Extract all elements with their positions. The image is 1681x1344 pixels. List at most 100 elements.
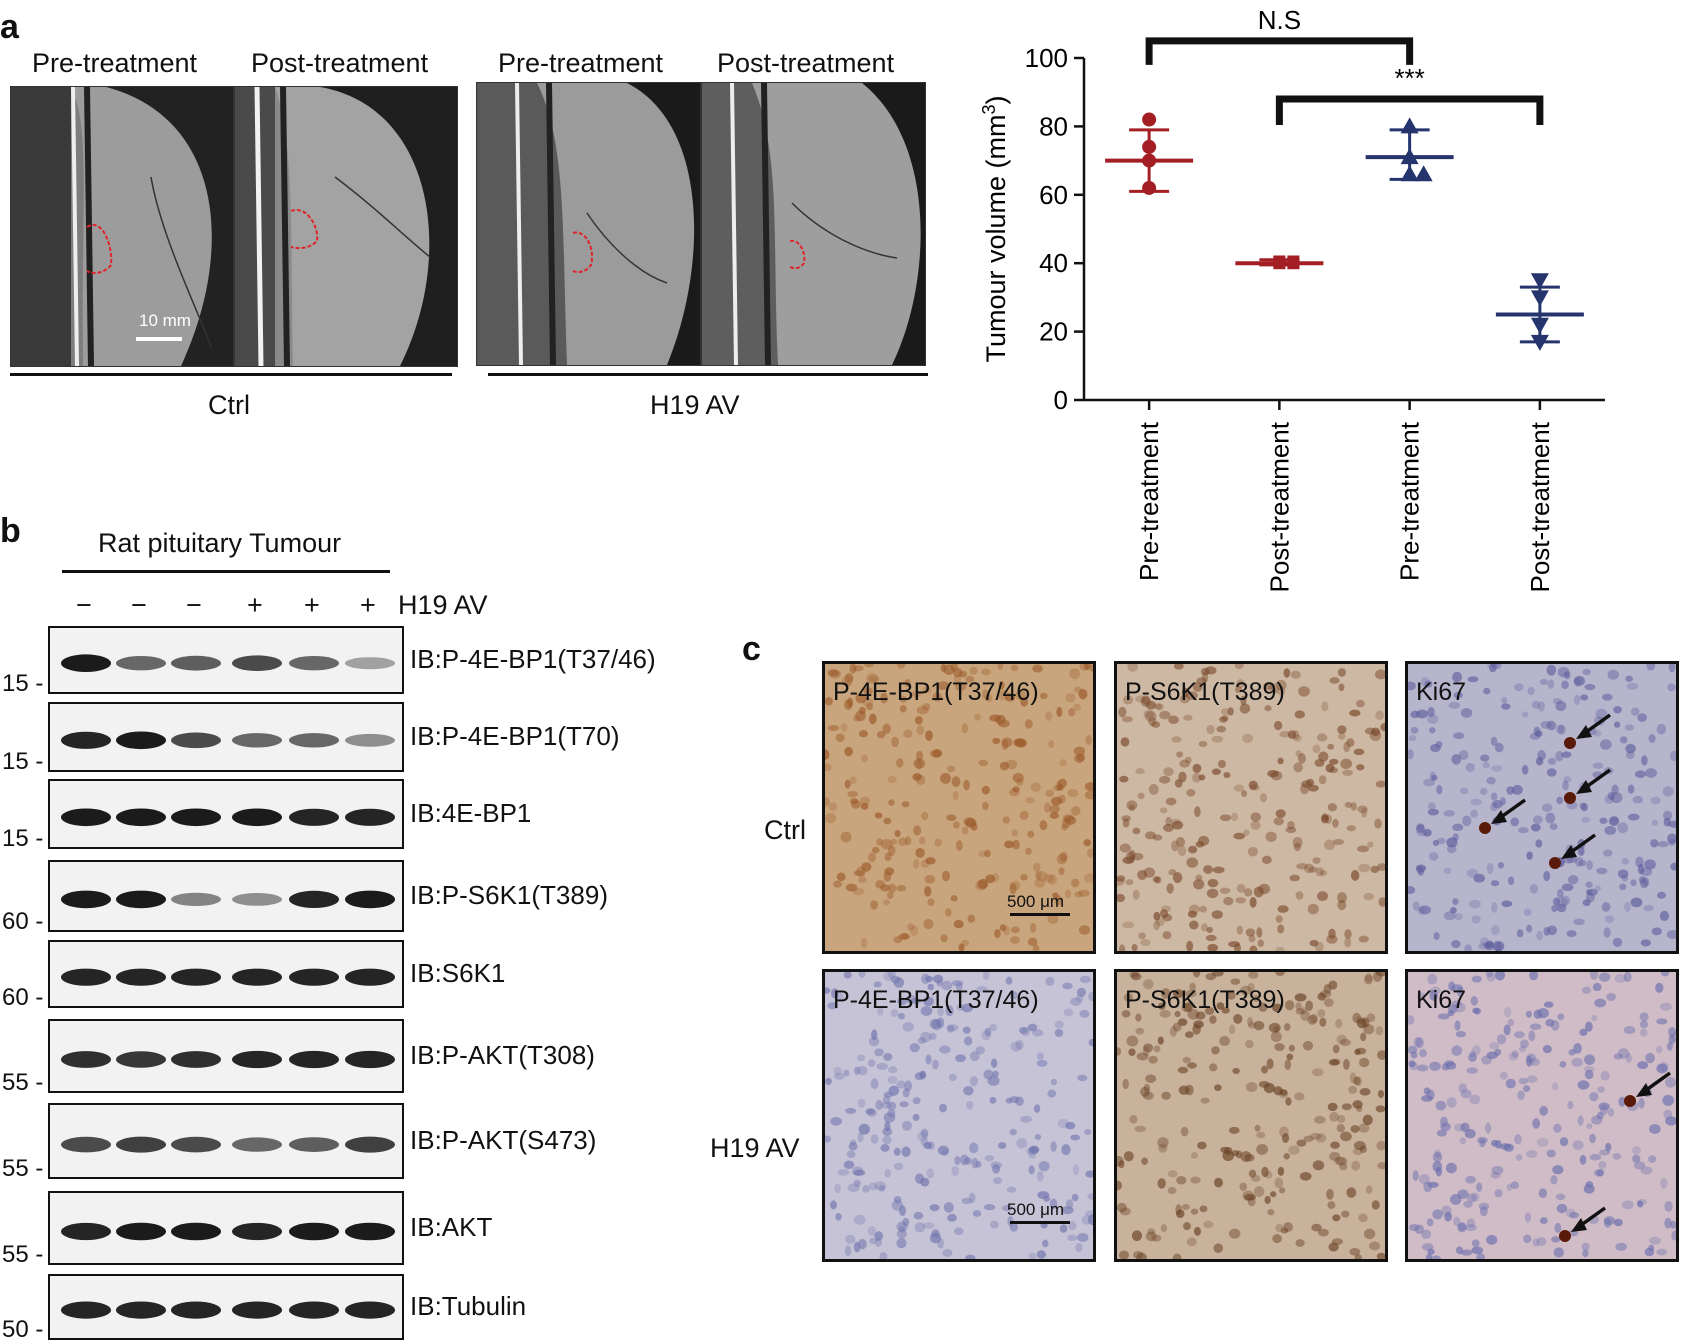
molecular-weight-marker: 55 - <box>2 1241 44 1268</box>
ihc-stain-title: P-4E-BP1(T37/46) <box>833 986 1039 1014</box>
y-tick-label: 0 <box>1054 385 1068 415</box>
blot-band <box>289 1137 339 1152</box>
molecular-weight-marker: 15 - <box>2 748 44 775</box>
blot-band <box>116 656 166 671</box>
mri-image-ctrl-post <box>234 86 458 367</box>
blot-band <box>116 968 166 986</box>
antibody-label: IB:P-AKT(T308) <box>410 1040 595 1070</box>
blot-band <box>289 1222 339 1241</box>
blot-band <box>171 1301 221 1319</box>
blot-band <box>171 732 221 749</box>
blot-band <box>345 1050 395 1069</box>
blot-band <box>289 1050 339 1069</box>
data-point <box>1414 165 1433 182</box>
blot-band <box>61 1051 111 1068</box>
blot-band <box>232 1301 282 1319</box>
y-tick-label: 20 <box>1039 317 1068 347</box>
antibody-label: IB:P-S6K1(T389) <box>410 880 608 910</box>
blot-band <box>232 968 282 986</box>
antibody-label: IB:P-AKT(S473) <box>410 1125 597 1155</box>
molecular-weight-marker: 50 - <box>2 1316 44 1343</box>
molecular-weight-marker: 55 - <box>2 1155 44 1182</box>
blot-band <box>116 1301 166 1319</box>
molecular-weight-marker: 15 - <box>2 825 44 852</box>
blot-band <box>116 890 166 909</box>
blot-strip <box>48 626 404 694</box>
y-axis-label: Tumour volume (mm3) <box>979 95 1011 362</box>
molecular-weight-marker: 60 - <box>2 908 44 935</box>
blot-band <box>345 968 395 986</box>
molecular-weight-marker: 15 - <box>2 670 44 697</box>
ihc-stain-title: P-S6K1(T389) <box>1125 986 1285 1014</box>
blot-band <box>232 1050 282 1069</box>
blot-title-bracket <box>62 570 390 573</box>
y-tick-label: 40 <box>1039 248 1068 278</box>
ctrl-group-bracket <box>10 373 452 376</box>
mri-title-1: Pre-treatment <box>32 48 198 78</box>
ihc-scale-label: 500 μm <box>1007 1200 1065 1219</box>
blot-band <box>171 1222 221 1241</box>
blot-strip <box>48 779 404 849</box>
significance-bracket <box>1145 37 1414 65</box>
ihc-row-label-ctrl: Ctrl <box>764 815 806 845</box>
tumour-volume-chart: 0 20 40 60 80 100 Pre-treatment Post-treatment P… <box>979 5 1605 593</box>
blot-band <box>171 1051 221 1068</box>
blot-band <box>116 1222 166 1241</box>
lane-sign: + <box>360 590 376 620</box>
blot-band <box>289 656 339 671</box>
mri-title-4: Post-treatment <box>717 48 895 78</box>
blot-strip <box>48 1274 404 1340</box>
ihc-scale-bar <box>1010 913 1070 916</box>
antibody-label: IB:P-4E-BP1(T70) <box>410 721 620 751</box>
blot-band <box>116 731 166 750</box>
ihc-row-label-h19: H19 AV <box>710 1133 800 1163</box>
data-point <box>1142 112 1157 127</box>
x-tick-label: Pre-treatment <box>1134 421 1164 581</box>
mri-image-ctrl-pre: 10 mm <box>10 86 234 367</box>
significance-label: N.S <box>1258 5 1301 35</box>
blot-band <box>289 890 339 908</box>
blot-strip <box>48 860 404 932</box>
blot-band <box>116 1136 166 1153</box>
panel-a-letter: a <box>0 8 19 46</box>
mri-image-h19-post <box>701 82 926 366</box>
molecular-weight-marker: 55 - <box>2 1069 44 1096</box>
blot-band <box>171 808 221 827</box>
blot-band <box>171 968 221 986</box>
y-tick-label: 60 <box>1039 180 1068 210</box>
panel-b-letter: b <box>0 512 21 550</box>
blot-band <box>171 655 221 671</box>
ihc-stain-title: Ki67 <box>1416 986 1467 1014</box>
lane-sign: + <box>247 590 263 620</box>
significance-bracket <box>1275 95 1544 126</box>
lane-sign: − <box>131 590 147 620</box>
mri-title-3: Pre-treatment <box>498 48 664 78</box>
blot-band <box>289 968 339 986</box>
blot-band <box>171 892 221 906</box>
ihc-image: P-S6K1(T389) <box>1114 661 1388 954</box>
x-tick-label: Pre-treatment <box>1395 421 1425 581</box>
blot-strip <box>48 1019 404 1093</box>
blot-band <box>345 1222 395 1241</box>
blot-band <box>232 1137 282 1152</box>
blot-band <box>171 1136 221 1153</box>
ihc-image: P-S6K1(T389) <box>1114 969 1388 1262</box>
blot-band <box>61 1222 111 1241</box>
blot-band <box>345 808 395 826</box>
blot-band <box>289 1301 339 1319</box>
blot-band <box>232 893 282 906</box>
blot-band <box>345 657 395 670</box>
blot-strip <box>48 940 404 1008</box>
panel-c-letter: c <box>742 630 761 668</box>
ihc-image: P-4E-BP1(T37/46) 500 μm <box>822 969 1096 1262</box>
significance-label: *** <box>1394 63 1424 93</box>
ihc-stain-title: P-4E-BP1(T37/46) <box>833 678 1039 706</box>
blot-band <box>345 733 395 747</box>
ihc-scale-bar <box>1010 1221 1070 1224</box>
antibody-label: IB:Tubulin <box>410 1291 527 1321</box>
y-tick-label: 80 <box>1039 111 1068 141</box>
blot-band <box>61 1301 111 1319</box>
blot-band <box>345 890 395 909</box>
blot-band <box>345 1301 395 1319</box>
blot-band <box>61 1136 111 1153</box>
